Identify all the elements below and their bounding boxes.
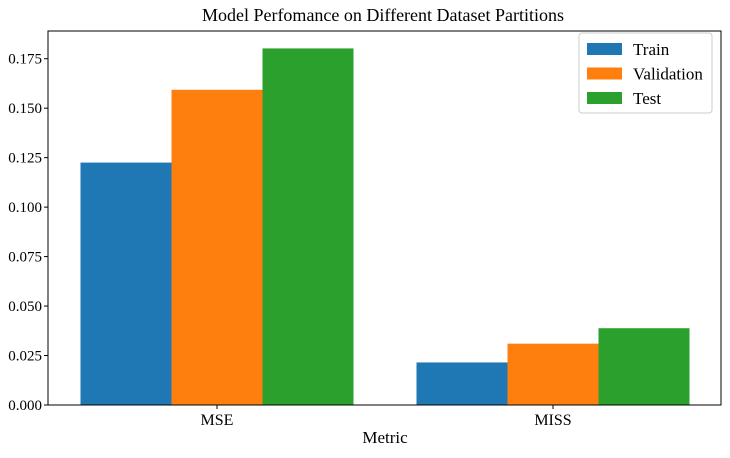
bar-train-miss bbox=[416, 362, 508, 405]
bar-validation-mse bbox=[171, 89, 263, 406]
plot-frame bbox=[47, 30, 722, 406]
legend-label-validation: Validation bbox=[633, 65, 703, 84]
y-tick-label: 0.075 bbox=[8, 250, 42, 266]
legend-swatch-train bbox=[587, 43, 622, 55]
y-tick-label: 0.000 bbox=[8, 398, 42, 414]
bar-test-mse bbox=[262, 48, 354, 405]
y-tick-label: 0.150 bbox=[8, 101, 42, 117]
bar-train-mse bbox=[80, 162, 172, 405]
ticks-layer: 0.000 0.025 0.050 0.075 0.100 0.125 0.150 0.175… bbox=[8, 52, 571, 429]
axes-layer bbox=[47, 30, 722, 406]
y-tick-label: 0.100 bbox=[8, 200, 42, 216]
bar-test-miss bbox=[598, 328, 690, 405]
x-axis-label: Metric bbox=[362, 428, 408, 447]
y-tick-label: 0.050 bbox=[8, 299, 42, 315]
y-tick-label: 0.175 bbox=[8, 52, 42, 68]
y-tick-label: 0.025 bbox=[8, 349, 42, 365]
chart-title: Model Perfomance on Different Dataset Pa… bbox=[202, 5, 564, 25]
legend-swatch-validation bbox=[587, 67, 622, 80]
legend: Train Validation Test bbox=[578, 32, 713, 114]
legend-label-test: Test bbox=[633, 89, 661, 108]
y-tick-label: 0.125 bbox=[8, 151, 42, 167]
bars-layer bbox=[80, 48, 690, 406]
legend-swatch-test bbox=[587, 92, 622, 104]
bar-validation-miss bbox=[507, 343, 599, 405]
x-tick-label-miss: MISS bbox=[534, 412, 571, 429]
x-tick-label-mse: MSE bbox=[201, 412, 234, 429]
legend-label-train: Train bbox=[633, 40, 670, 59]
